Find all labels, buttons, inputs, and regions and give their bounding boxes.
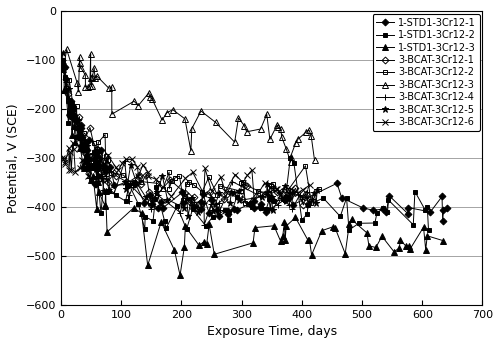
Line: 1-STD1-3Cr12-3: 1-STD1-3Cr12-3 <box>62 61 446 278</box>
1-STD1-3Cr12-1 <box>444 206 450 210</box>
3-BCAT-3Cr12-4 <box>202 223 207 227</box>
3-BCAT-3Cr12-4 <box>300 197 306 201</box>
3-BCAT-3Cr12-2 <box>62 89 68 93</box>
3-BCAT-3Cr12-4 <box>86 176 92 180</box>
3-BCAT-3Cr12-4 <box>304 190 310 194</box>
Line: 3-BCAT-3Cr12-3: 3-BCAT-3Cr12-3 <box>60 47 318 165</box>
3-BCAT-3Cr12-3 <box>64 47 70 51</box>
1-STD1-3Cr12-2 <box>190 207 196 211</box>
3-BCAT-3Cr12-5 <box>185 214 191 218</box>
3-BCAT-3Cr12-6 <box>68 150 73 154</box>
3-BCAT-3Cr12-5 <box>122 180 128 184</box>
Line: 3-BCAT-3Cr12-1: 3-BCAT-3Cr12-1 <box>66 91 312 209</box>
3-BCAT-3Cr12-6 <box>300 188 306 192</box>
3-BCAT-3Cr12-4 <box>95 179 101 183</box>
1-STD1-3Cr12-1 <box>62 65 68 69</box>
3-BCAT-3Cr12-2 <box>62 76 68 80</box>
3-BCAT-3Cr12-2 <box>308 201 314 205</box>
1-STD1-3Cr12-3 <box>396 246 402 250</box>
1-STD1-3Cr12-1 <box>84 158 89 162</box>
3-BCAT-3Cr12-6 <box>77 166 83 170</box>
3-BCAT-3Cr12-4 <box>60 61 66 65</box>
3-BCAT-3Cr12-5 <box>90 152 96 156</box>
1-STD1-3Cr12-1 <box>360 206 366 210</box>
1-STD1-3Cr12-3 <box>182 245 188 249</box>
3-BCAT-3Cr12-3 <box>109 112 115 116</box>
3-BCAT-3Cr12-5 <box>76 136 82 140</box>
1-STD1-3Cr12-3 <box>90 174 96 178</box>
1-STD1-3Cr12-2 <box>346 228 352 232</box>
3-BCAT-3Cr12-5 <box>60 51 66 55</box>
1-STD1-3Cr12-3 <box>271 224 277 228</box>
3-BCAT-3Cr12-1 <box>87 126 93 130</box>
3-BCAT-3Cr12-1 <box>306 202 312 206</box>
1-STD1-3Cr12-2 <box>92 157 98 161</box>
1-STD1-3Cr12-2 <box>60 58 66 62</box>
3-BCAT-3Cr12-4 <box>286 191 292 195</box>
1-STD1-3Cr12-1 <box>77 135 83 139</box>
3-BCAT-3Cr12-1 <box>94 157 100 161</box>
1-STD1-3Cr12-3 <box>102 203 108 207</box>
3-BCAT-3Cr12-6 <box>90 163 96 167</box>
3-BCAT-3Cr12-4 <box>98 172 104 176</box>
3-BCAT-3Cr12-4 <box>106 187 112 191</box>
3-BCAT-3Cr12-3 <box>312 158 318 162</box>
1-STD1-3Cr12-3 <box>76 129 82 133</box>
3-BCAT-3Cr12-5 <box>314 188 320 193</box>
3-BCAT-3Cr12-3 <box>60 67 66 71</box>
Line: 1-STD1-3Cr12-2: 1-STD1-3Cr12-2 <box>60 58 431 233</box>
3-BCAT-3Cr12-2 <box>283 195 289 199</box>
3-BCAT-3Cr12-2 <box>316 187 322 191</box>
3-BCAT-3Cr12-1 <box>212 205 218 209</box>
3-BCAT-3Cr12-5 <box>282 184 288 188</box>
1-STD1-3Cr12-1 <box>200 191 206 196</box>
1-STD1-3Cr12-3 <box>62 62 68 66</box>
1-STD1-3Cr12-2 <box>426 228 432 232</box>
Line: 3-BCAT-3Cr12-2: 3-BCAT-3Cr12-2 <box>62 76 322 207</box>
3-BCAT-3Cr12-6 <box>251 198 257 202</box>
3-BCAT-3Cr12-1 <box>65 91 71 96</box>
Line: 3-BCAT-3Cr12-6: 3-BCAT-3Cr12-6 <box>59 140 312 203</box>
1-STD1-3Cr12-1 <box>440 219 446 223</box>
1-STD1-3Cr12-3 <box>440 238 446 243</box>
3-BCAT-3Cr12-3 <box>295 137 301 141</box>
3-BCAT-3Cr12-5 <box>84 144 90 148</box>
Line: 1-STD1-3Cr12-1: 1-STD1-3Cr12-1 <box>62 65 450 223</box>
Legend: 1-STD1-3Cr12-1, 1-STD1-3Cr12-2, 1-STD1-3Cr12-3, 3-BCAT-3Cr12-1, 3-BCAT-3Cr12-2, : 1-STD1-3Cr12-1, 1-STD1-3Cr12-2, 1-STD1-3… <box>372 14 480 131</box>
1-STD1-3Cr12-2 <box>90 166 96 170</box>
3-BCAT-3Cr12-3 <box>78 66 84 70</box>
3-BCAT-3Cr12-1 <box>306 197 312 201</box>
3-BCAT-3Cr12-1 <box>292 186 298 190</box>
Line: 3-BCAT-3Cr12-5: 3-BCAT-3Cr12-5 <box>59 49 320 219</box>
3-BCAT-3Cr12-2 <box>74 104 80 108</box>
3-BCAT-3Cr12-1 <box>96 151 102 155</box>
3-BCAT-3Cr12-2 <box>91 141 97 145</box>
3-BCAT-3Cr12-1 <box>112 171 117 175</box>
1-STD1-3Cr12-2 <box>356 221 362 225</box>
3-BCAT-3Cr12-3 <box>88 84 94 88</box>
Line: 3-BCAT-3Cr12-4: 3-BCAT-3Cr12-4 <box>60 60 310 228</box>
3-BCAT-3Cr12-5 <box>313 201 319 205</box>
3-BCAT-3Cr12-2 <box>245 202 251 206</box>
3-BCAT-3Cr12-2 <box>94 162 100 166</box>
X-axis label: Exposure Time, days: Exposure Time, days <box>206 325 336 338</box>
3-BCAT-3Cr12-3 <box>87 83 93 88</box>
3-BCAT-3Cr12-3 <box>308 134 314 138</box>
3-BCAT-3Cr12-6 <box>284 195 290 199</box>
1-STD1-3Cr12-1 <box>93 182 99 186</box>
Y-axis label: Potential, V (SCE): Potential, V (SCE) <box>7 103 20 213</box>
3-BCAT-3Cr12-6 <box>306 183 312 187</box>
3-BCAT-3Cr12-3 <box>288 160 294 164</box>
1-STD1-3Cr12-3 <box>177 273 183 277</box>
3-BCAT-3Cr12-2 <box>120 173 126 177</box>
3-BCAT-3Cr12-6 <box>70 141 76 145</box>
3-BCAT-3Cr12-6 <box>59 156 65 160</box>
1-STD1-3Cr12-3 <box>61 88 67 92</box>
1-STD1-3Cr12-2 <box>98 211 104 215</box>
3-BCAT-3Cr12-6 <box>115 168 121 172</box>
1-STD1-3Cr12-1 <box>370 208 376 213</box>
